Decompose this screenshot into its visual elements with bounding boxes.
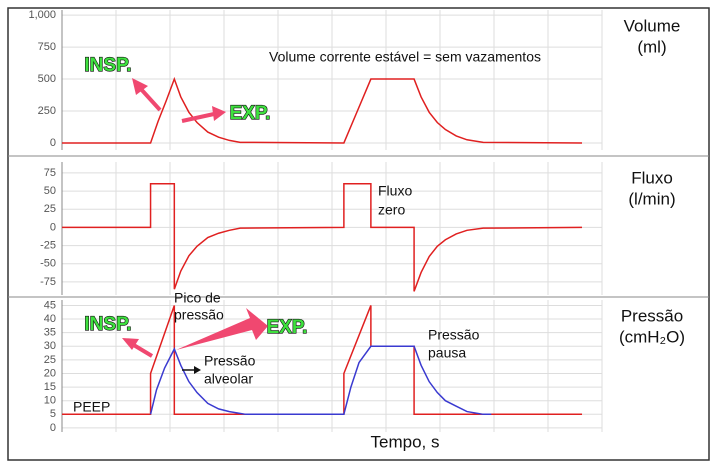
y-tick-label: 15 xyxy=(44,381,56,393)
y-axis-label: (l/min) xyxy=(628,189,675,208)
phase-label: INSP. xyxy=(84,314,131,335)
y-axis-label: Volume xyxy=(624,16,681,35)
y-tick-label: 10 xyxy=(44,395,56,407)
y-tick-label: 750 xyxy=(38,41,56,53)
line xyxy=(62,183,583,292)
line xyxy=(62,76,583,144)
annotation: alveolar xyxy=(204,371,253,387)
phase-label: INSP. xyxy=(84,55,131,76)
y-tick-label: 250 xyxy=(38,105,56,117)
y-tick-label: 1,000 xyxy=(28,9,56,21)
y-tick-label: 0 xyxy=(50,422,56,434)
y-tick-label: 50 xyxy=(44,185,56,197)
annotation: pausa xyxy=(428,345,466,361)
frame xyxy=(7,7,710,461)
alveolar-arrow xyxy=(182,366,201,374)
y-tick-label: 500 xyxy=(38,73,56,85)
y-tick-label: 30 xyxy=(44,340,56,352)
annotation: Pressão xyxy=(204,353,256,369)
y-tick-label: 5 xyxy=(50,408,56,420)
y-axis-label: (ml) xyxy=(637,37,666,56)
y-axis-label: Fluxo xyxy=(631,168,673,187)
y-tick-label: 75 xyxy=(44,167,56,179)
line xyxy=(62,305,583,416)
y-tick-label: 20 xyxy=(44,367,56,379)
line xyxy=(149,345,492,416)
annotation: pressão xyxy=(174,307,224,323)
annotation: Pico de xyxy=(174,290,221,306)
y-tick-label: 45 xyxy=(44,299,56,311)
annotation: Volume corrente estável = sem vazamentos xyxy=(269,49,541,65)
y-tick-label: 0 xyxy=(50,221,56,233)
y-tick-label: 25 xyxy=(44,354,56,366)
x-axis-label: Tempo, s xyxy=(371,432,440,451)
phase-label: EXP. xyxy=(230,103,271,124)
y-tick-label: 0 xyxy=(50,137,56,149)
annotation: Fluxo xyxy=(378,183,412,199)
annotation: Pressão xyxy=(428,327,480,343)
y-axis-label: Pressão xyxy=(621,306,683,325)
y-tick-label: -50 xyxy=(40,258,56,270)
phase-label: EXP. xyxy=(267,317,308,338)
annotation: zero xyxy=(378,202,405,218)
y-tick-label: -25 xyxy=(40,239,56,251)
annotation: PEEP xyxy=(73,399,110,415)
y-tick-label: 25 xyxy=(44,203,56,215)
y-tick-label: 35 xyxy=(44,327,56,339)
y-axis-label: (cmH₂O) xyxy=(619,327,685,346)
y-tick-label: 40 xyxy=(44,313,56,325)
y-tick-label: -75 xyxy=(40,276,56,288)
arrows xyxy=(122,78,268,358)
